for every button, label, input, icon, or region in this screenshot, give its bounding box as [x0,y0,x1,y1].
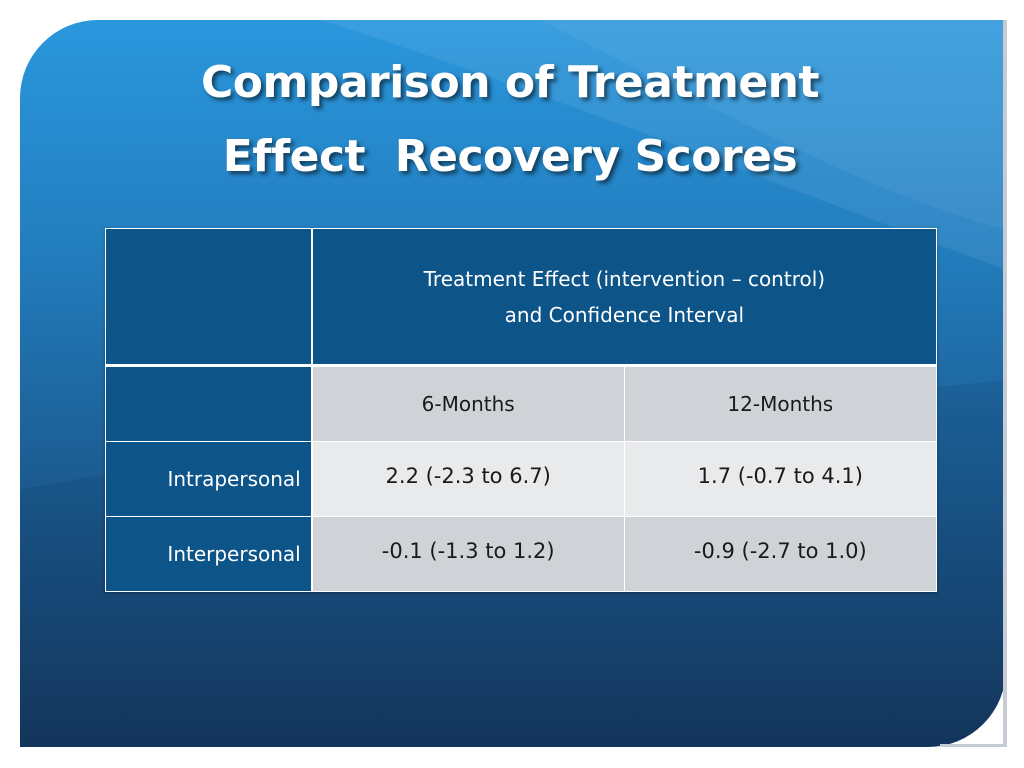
table-header-row: Treatment Effect (intervention – control… [104,228,937,366]
table-row: Intrapersonal 2.2 (-2.3 to 6.7) 1.7 (-0.… [104,441,938,517]
table-row: Interpersonal -0.1 (-1.3 to 1.2) -0.9 (-… [104,516,938,592]
cell-value: 2.2 (-2.3 to 6.7) [385,464,551,488]
cell-intrapersonal-12-months: 1.7 (-0.7 to 4.1) [623,441,938,517]
treatment-effect-header-line-1: Treatment Effect (intervention – control… [423,266,826,291]
slide-edge-bottom [940,744,1007,747]
cell-interpersonal-12-months: -0.9 (-2.7 to 1.0) [623,516,938,592]
header-corner-cell [104,228,313,366]
column-header-12-months: 12-Months [623,364,938,442]
cell-value: -0.9 (-2.7 to 1.0) [693,539,867,563]
table-subheader-row: 6-Months 12-Months [104,364,938,442]
cell-interpersonal-6-months: -0.1 (-1.3 to 1.2) [311,516,625,592]
title-line-1: Comparison of Treatment [200,57,820,108]
cell-value: 1.7 (-0.7 to 4.1) [697,464,863,488]
title-line-2: Effect Recovery Scores [222,131,798,182]
treatment-effect-table: Treatment Effect (intervention – control… [104,228,938,592]
treatment-effect-header-line-2: and Confidence Interval [504,302,745,327]
column-header-6-months: 6-Months [311,364,625,442]
row-label-intrapersonal: Intrapersonal [104,441,313,517]
slide-edge-right [1003,20,1007,747]
cell-intrapersonal-6-months: 2.2 (-2.3 to 6.7) [311,441,625,517]
cell-value: -0.1 (-1.3 to 1.2) [381,539,555,563]
treatment-effect-header: Treatment Effect (intervention – control… [311,228,937,366]
slide-title: Comparison of Treatment Effect Recovery … [100,46,920,194]
subheader-corner-cell [104,364,313,442]
row-label-interpersonal: Interpersonal [104,516,313,592]
